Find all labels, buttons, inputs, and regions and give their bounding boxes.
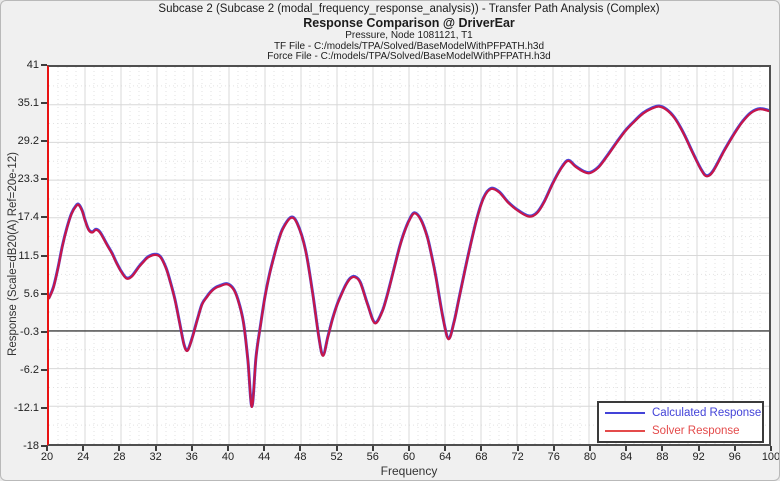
legend-entry-calculated-response[interactable]: Calculated Response: [605, 406, 761, 421]
x-tick-mark: [733, 446, 736, 451]
y-tick-label: -18: [23, 440, 39, 452]
legend-line-swatch: [605, 412, 645, 414]
x-tick-label: 64: [439, 451, 452, 463]
y-tick-mark: [41, 330, 47, 333]
y-tick-mark: [41, 292, 47, 295]
x-tick-label: 88: [656, 451, 669, 463]
x-tick-label: 36: [185, 451, 198, 463]
x-axis-title: Frequency: [380, 464, 438, 478]
y-tick-mark: [41, 254, 47, 257]
y-tick-mark: [41, 368, 47, 371]
y-tick-label: -0.3: [20, 325, 39, 338]
x-tick-label: 56: [366, 451, 379, 463]
x-tick-label: 72: [511, 451, 524, 463]
x-tick-label: 92: [692, 451, 705, 463]
x-tick-mark: [46, 446, 48, 451]
y-tick-label: 23.3: [17, 173, 39, 186]
x-tick-label: 52: [330, 451, 343, 463]
plot-canvas[interactable]: [47, 65, 771, 446]
x-tick-mark: [516, 446, 519, 451]
y-tick-label: 17.4: [17, 211, 39, 224]
x-tick-mark: [371, 446, 374, 451]
x-tick-label: 80: [583, 451, 597, 463]
subtitle-node: Pressure, Node 1081121, T1: [345, 30, 473, 41]
subtitle-force-file: Force File - C:/models/TPA/Solved/BaseMo…: [267, 51, 551, 62]
y-tick-mark: [41, 64, 47, 66]
x-tick-mark: [770, 446, 772, 451]
x-tick-label: 68: [475, 451, 488, 463]
x-tick-mark: [82, 446, 85, 451]
x-tick-mark: [227, 446, 229, 451]
y-tick-label: 41: [26, 59, 39, 71]
x-tick-label: 24: [77, 451, 90, 463]
y-tick-mark: [41, 216, 47, 219]
x-tick-label: 40: [221, 451, 235, 463]
x-tick-label: 60: [402, 451, 416, 463]
x-tick-label: 32: [149, 451, 162, 463]
grid-major-lines: [49, 67, 769, 444]
x-tick-mark: [154, 446, 157, 451]
x-tick-label: 76: [547, 451, 560, 463]
y-tick-label: 35.1: [17, 97, 39, 110]
x-tick-mark: [589, 446, 591, 451]
y-tick-label: 29.2: [17, 135, 39, 148]
x-tick-label: 20: [40, 451, 54, 463]
x-tick-label: 96: [728, 451, 741, 463]
y-tick-mark: [41, 140, 47, 143]
y-tick-label: -6.2: [20, 363, 39, 376]
y-tick-mark: [41, 445, 47, 447]
x-tick-label: 84: [620, 451, 633, 463]
subcase-title: Subcase 2 (Subcase 2 (modal_frequency_re…: [158, 3, 660, 15]
x-tick-label: 28: [113, 451, 126, 463]
legend-label: Calculated Response: [652, 407, 762, 419]
curves: [49, 104, 769, 409]
x-tick-label: 44: [258, 451, 271, 463]
y-tick-label: -12.1: [13, 401, 39, 414]
x-tick-mark: [661, 446, 664, 451]
chart-header: Subcase 2 (Subcase 2 (modal_frequency_re…: [47, 3, 771, 63]
y-tick-label: 5.6: [23, 287, 39, 300]
x-tick-mark: [299, 446, 302, 451]
x-tick-mark: [625, 446, 628, 451]
x-tick-mark: [697, 446, 700, 451]
x-tick-mark: [408, 446, 410, 451]
x-tick-mark: [263, 446, 266, 451]
x-tick-mark: [444, 446, 447, 451]
x-tick-mark: [335, 446, 338, 451]
legend[interactable]: Calculated Response Solver Response: [597, 401, 764, 443]
y-tick-label: 11.5: [18, 249, 39, 262]
legend-entry-solver-response[interactable]: Solver Response: [605, 424, 756, 439]
x-tick-label: 48: [294, 451, 307, 463]
x-tick-mark: [552, 446, 555, 451]
x-tick-mark: [118, 446, 121, 451]
x-tick-label: 100: [761, 451, 780, 463]
y-tick-mark: [41, 406, 47, 409]
chart-svg: [49, 67, 769, 444]
subtitle-tf-file: TF File - C:/models/TPA/Solved/BaseModel…: [273, 40, 545, 52]
y-tick-mark: [41, 178, 47, 181]
x-tick-mark: [480, 446, 483, 451]
legend-line-swatch: [605, 430, 645, 432]
legend-label: Solver Response: [652, 425, 740, 437]
page-title: Response Comparison @ DriverEar: [303, 16, 515, 30]
y-tick-mark: [41, 102, 47, 105]
curve-solver-response[interactable]: [49, 105, 769, 409]
x-tick-mark: [190, 446, 193, 451]
